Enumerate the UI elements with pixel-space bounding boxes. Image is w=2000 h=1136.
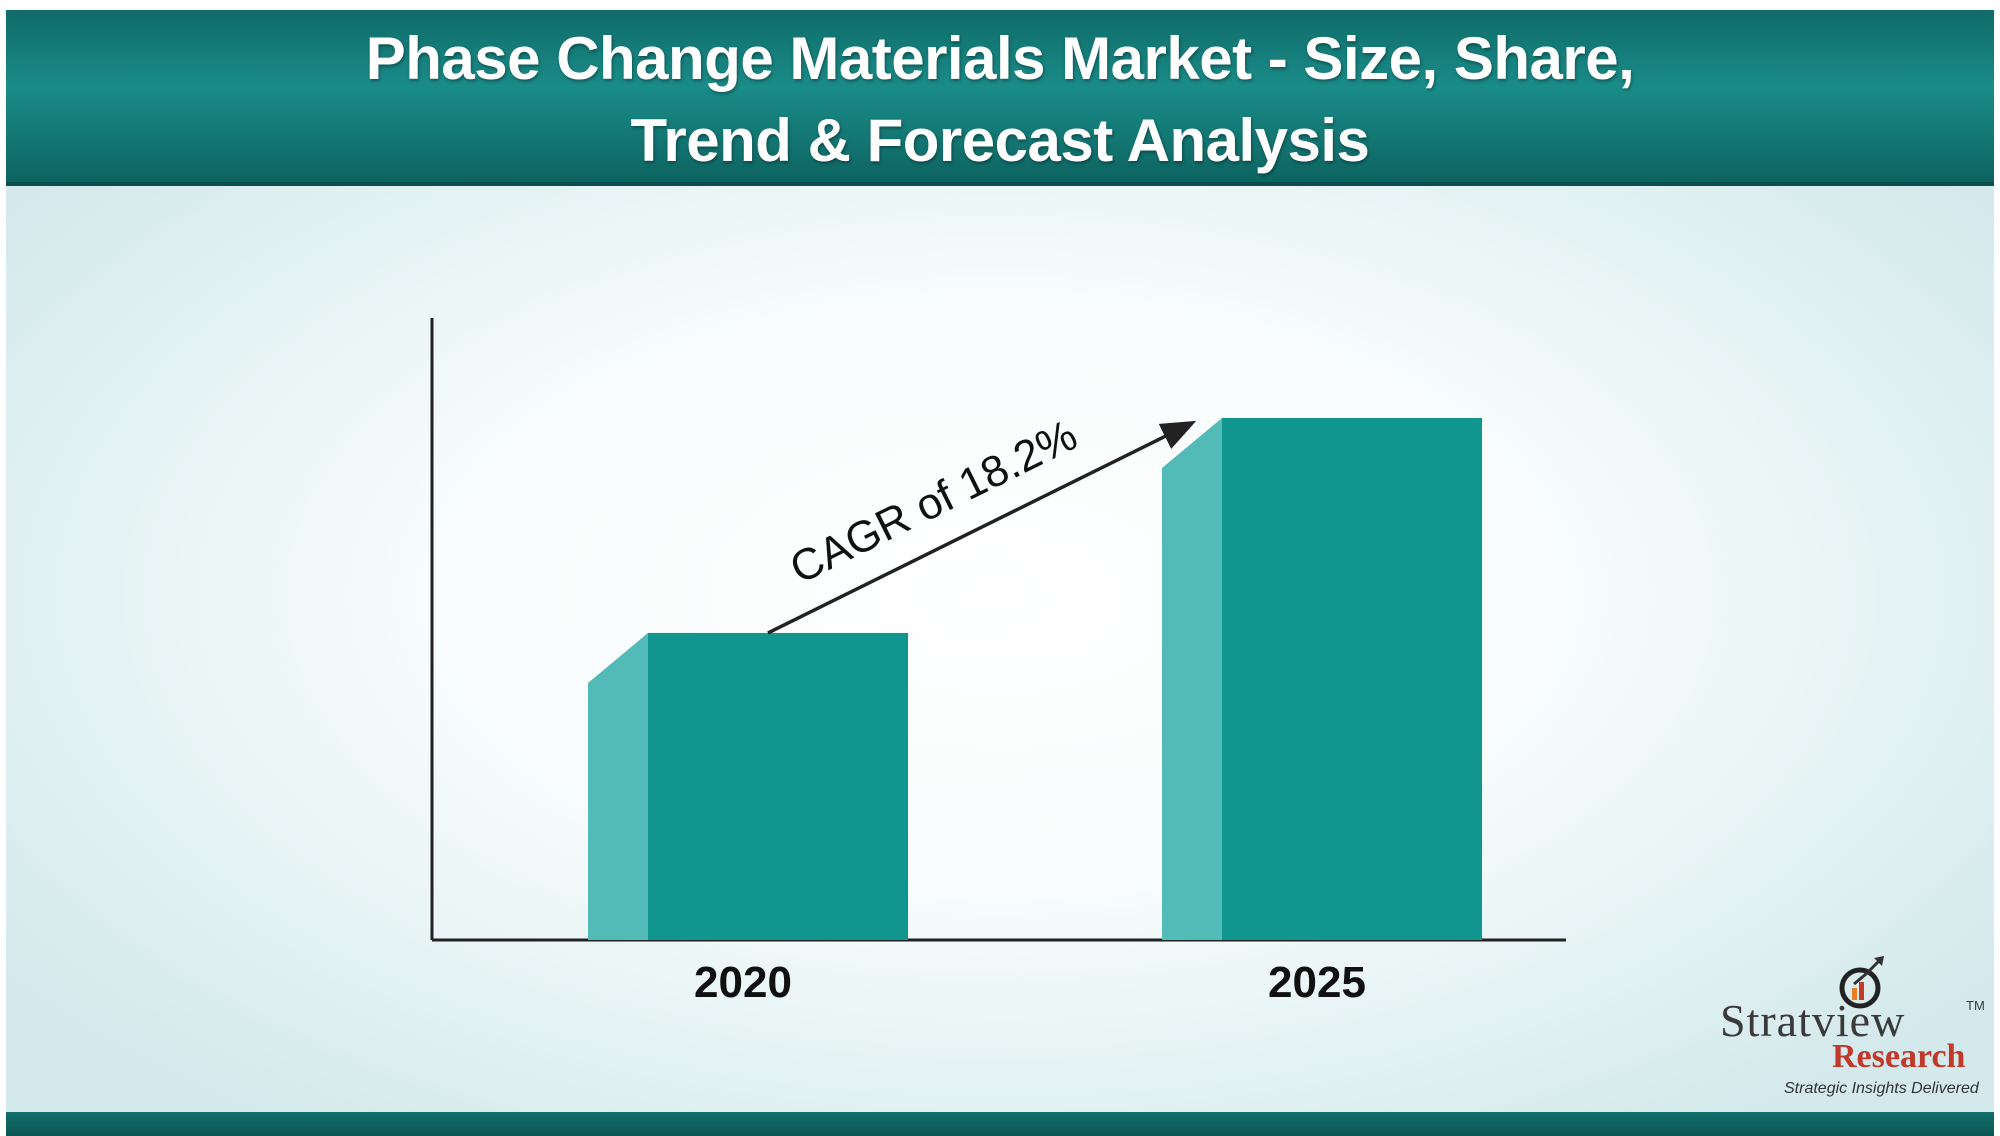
logo-tagline: Strategic Insights Delivered [1784,1080,1979,1097]
bar-side-2025 [1162,418,1222,940]
slide-background: Phase Change Materials Market - Size, Sh… [6,10,1994,1136]
x-tick-labels: 2020 2025 [694,958,1366,1007]
footer-bar [6,1112,1994,1136]
cagr-annotation: CAGR of 18.2% [767,411,1197,635]
cagr-arrow [767,420,1197,635]
bar-side-2020 [588,632,648,940]
x-tick-label-2025: 2025 [1268,958,1366,1007]
logo-magnifier-icon [1839,956,1884,1009]
bar-2020 [648,632,908,940]
bars-group [588,418,1482,940]
header-banner: Phase Change Materials Market - Size, Sh… [6,10,1994,186]
logo-name: Stratview [1720,995,1906,1046]
page-title-line-1: Phase Change Materials Market - Size, Sh… [365,25,1635,92]
x-tick-label-2020: 2020 [694,958,792,1007]
stratview-logo: Stratview TM Research Strategic Insights… [1716,950,1986,1100]
logo-research: Research [1832,1038,1966,1075]
cagr-label: CAGR of 18.2% [782,411,1084,594]
page-title-line-2: Trend & Forecast Analysis [630,107,1370,174]
bar-2025 [1222,418,1482,940]
logo-trademark: TM [1966,998,1985,1013]
